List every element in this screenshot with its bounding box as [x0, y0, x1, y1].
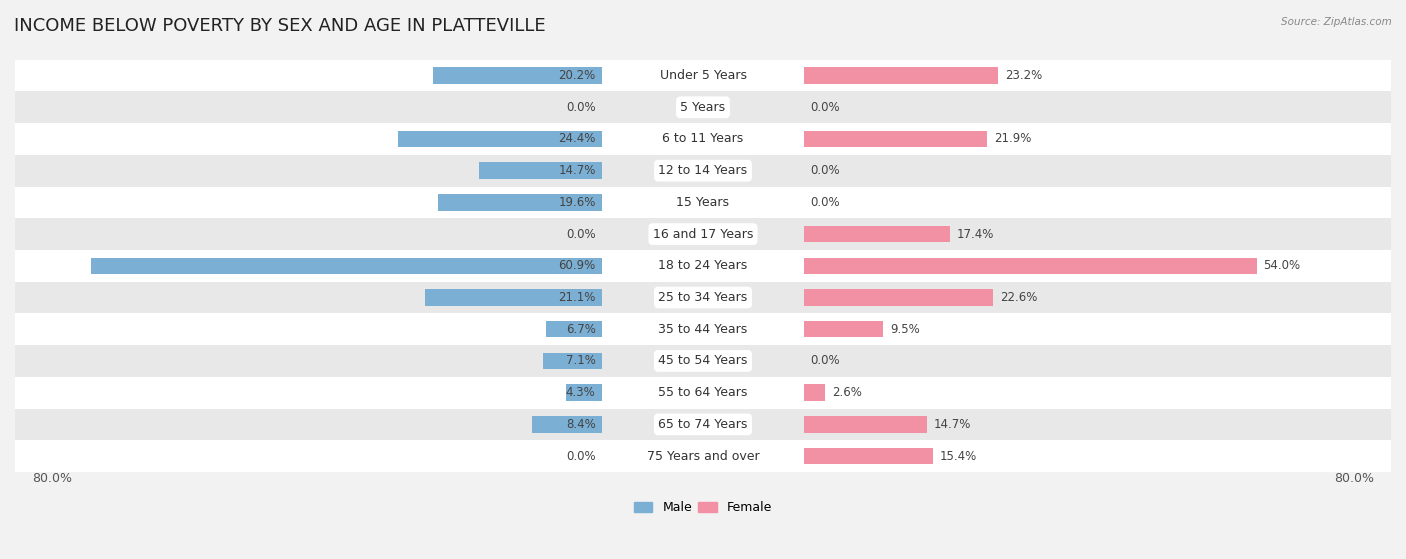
- Text: 0.0%: 0.0%: [810, 196, 839, 209]
- Bar: [804, 226, 949, 243]
- Text: 17.4%: 17.4%: [956, 228, 994, 240]
- Text: 45 to 54 Years: 45 to 54 Years: [658, 354, 748, 367]
- FancyBboxPatch shape: [15, 92, 1391, 123]
- Text: 2.6%: 2.6%: [832, 386, 862, 399]
- Text: 16 and 17 Years: 16 and 17 Years: [652, 228, 754, 240]
- Text: 6.7%: 6.7%: [565, 323, 596, 336]
- Bar: [804, 258, 1257, 274]
- Text: 0.0%: 0.0%: [567, 101, 596, 114]
- Text: 54.0%: 54.0%: [1264, 259, 1301, 272]
- Text: 21.9%: 21.9%: [994, 132, 1032, 145]
- Text: 15 Years: 15 Years: [676, 196, 730, 209]
- Bar: [567, 385, 602, 401]
- Bar: [425, 290, 602, 306]
- Text: 0.0%: 0.0%: [810, 101, 839, 114]
- Text: 14.7%: 14.7%: [934, 418, 972, 431]
- Text: 15.4%: 15.4%: [939, 449, 977, 463]
- FancyBboxPatch shape: [15, 345, 1391, 377]
- Bar: [804, 290, 993, 306]
- Text: 14.7%: 14.7%: [558, 164, 596, 177]
- Bar: [804, 416, 927, 433]
- Text: 18 to 24 Years: 18 to 24 Years: [658, 259, 748, 272]
- Text: 75 Years and over: 75 Years and over: [647, 449, 759, 463]
- Bar: [91, 258, 602, 274]
- FancyBboxPatch shape: [15, 282, 1391, 314]
- FancyBboxPatch shape: [15, 218, 1391, 250]
- Bar: [546, 321, 602, 338]
- FancyBboxPatch shape: [15, 377, 1391, 409]
- Text: 35 to 44 Years: 35 to 44 Years: [658, 323, 748, 336]
- Bar: [543, 353, 602, 369]
- Bar: [804, 448, 934, 465]
- FancyBboxPatch shape: [15, 409, 1391, 440]
- Bar: [804, 131, 987, 147]
- Text: 24.4%: 24.4%: [558, 132, 596, 145]
- Text: 22.6%: 22.6%: [1000, 291, 1038, 304]
- Bar: [531, 416, 602, 433]
- FancyBboxPatch shape: [15, 250, 1391, 282]
- Text: 6 to 11 Years: 6 to 11 Years: [662, 132, 744, 145]
- Bar: [433, 67, 602, 84]
- Bar: [804, 321, 883, 338]
- Text: 0.0%: 0.0%: [567, 449, 596, 463]
- FancyBboxPatch shape: [15, 440, 1391, 472]
- Text: 0.0%: 0.0%: [810, 354, 839, 367]
- Text: 25 to 34 Years: 25 to 34 Years: [658, 291, 748, 304]
- Text: Source: ZipAtlas.com: Source: ZipAtlas.com: [1281, 17, 1392, 27]
- Bar: [437, 194, 602, 211]
- FancyBboxPatch shape: [15, 155, 1391, 187]
- FancyBboxPatch shape: [15, 123, 1391, 155]
- Text: 80.0%: 80.0%: [1334, 472, 1374, 485]
- Bar: [479, 163, 602, 179]
- Text: 60.9%: 60.9%: [558, 259, 596, 272]
- Text: 55 to 64 Years: 55 to 64 Years: [658, 386, 748, 399]
- Text: 5 Years: 5 Years: [681, 101, 725, 114]
- FancyBboxPatch shape: [15, 314, 1391, 345]
- Text: 0.0%: 0.0%: [810, 164, 839, 177]
- Text: 19.6%: 19.6%: [558, 196, 596, 209]
- FancyBboxPatch shape: [15, 60, 1391, 92]
- Text: 7.1%: 7.1%: [565, 354, 596, 367]
- Text: 0.0%: 0.0%: [567, 228, 596, 240]
- Text: 12 to 14 Years: 12 to 14 Years: [658, 164, 748, 177]
- Text: 8.4%: 8.4%: [565, 418, 596, 431]
- Bar: [804, 385, 825, 401]
- Text: 20.2%: 20.2%: [558, 69, 596, 82]
- Text: 21.1%: 21.1%: [558, 291, 596, 304]
- Bar: [398, 131, 602, 147]
- Text: 23.2%: 23.2%: [1005, 69, 1042, 82]
- Legend: Male, Female: Male, Female: [628, 496, 778, 519]
- Text: 65 to 74 Years: 65 to 74 Years: [658, 418, 748, 431]
- Text: 9.5%: 9.5%: [890, 323, 920, 336]
- FancyBboxPatch shape: [15, 187, 1391, 218]
- Text: INCOME BELOW POVERTY BY SEX AND AGE IN PLATTEVILLE: INCOME BELOW POVERTY BY SEX AND AGE IN P…: [14, 17, 546, 35]
- Text: 80.0%: 80.0%: [32, 472, 72, 485]
- Bar: [804, 67, 998, 84]
- Text: 4.3%: 4.3%: [565, 386, 596, 399]
- Text: Under 5 Years: Under 5 Years: [659, 69, 747, 82]
